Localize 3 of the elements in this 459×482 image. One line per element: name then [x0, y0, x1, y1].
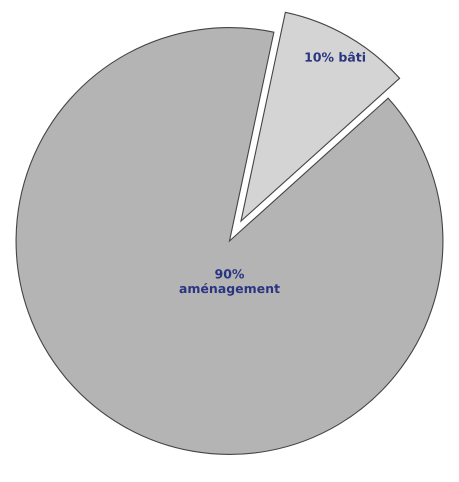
slice-label: 10% bâti	[306, 52, 365, 62]
data-label: 90%	[215, 269, 244, 279]
slice-label: aménagement	[180, 283, 280, 296]
